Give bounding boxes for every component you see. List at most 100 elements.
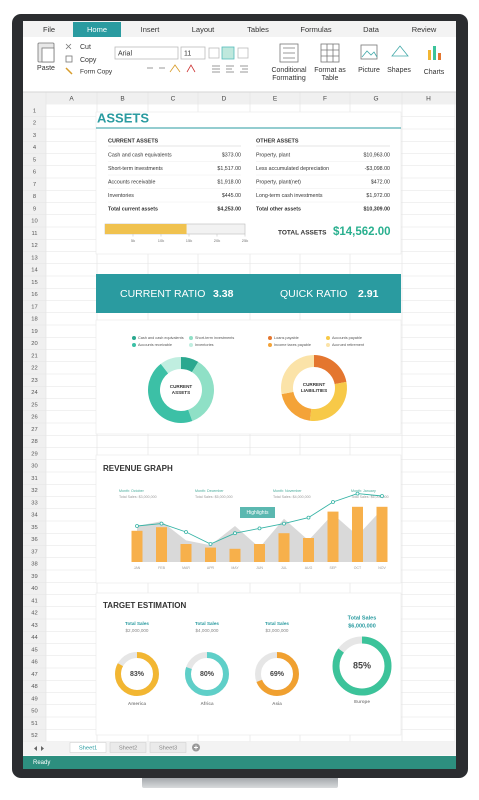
- sheet-tab[interactable]: [69, 742, 107, 753]
- column-header: D: [222, 95, 227, 102]
- dashboard-panel: [95, 319, 402, 435]
- tick-label: 15k: [186, 238, 192, 243]
- ribbon-button[interactable]: Arial: [118, 50, 132, 57]
- ring-value: 80%: [200, 671, 215, 678]
- target-amount: $4,000,000: [196, 628, 219, 633]
- line-point: [282, 521, 286, 526]
- row-number: 17: [31, 304, 37, 310]
- revenue-bar: [376, 506, 388, 562]
- row-number: 35: [31, 525, 37, 531]
- ribbon-tab[interactable]: File: [43, 25, 55, 34]
- table-total: $4,253.00: [217, 206, 241, 212]
- ribbon-button[interactable]: Picture: [358, 67, 380, 74]
- ribbon-button[interactable]: Copy: [80, 57, 97, 64]
- column-header: A: [69, 95, 74, 102]
- annotation: Total Sales: $6,000,000: [351, 495, 389, 499]
- row-number: 45: [31, 647, 37, 653]
- row-number: 37: [31, 549, 37, 555]
- revenue-bar: [131, 530, 143, 562]
- table-cell: Property, plant: [256, 152, 291, 158]
- legend-swatch: [189, 336, 193, 340]
- legend-swatch: [132, 343, 136, 347]
- ribbon-tab[interactable]: Insert: [141, 25, 161, 34]
- table-total: $10,309.00: [363, 206, 390, 212]
- legend-entry: Accounts payable: [332, 336, 362, 340]
- ribbon-tab[interactable]: Review: [412, 25, 437, 34]
- row-number: 6: [33, 170, 36, 176]
- ribbon-tab[interactable]: Formulas: [300, 25, 332, 34]
- row-number: 52: [31, 733, 37, 739]
- donut-label: ASSETS: [172, 390, 190, 395]
- table-cell: $472.00: [371, 179, 390, 185]
- ribbon-button[interactable]: Cut: [80, 44, 91, 51]
- sheet-tab-label[interactable]: Sheet3: [159, 746, 177, 752]
- row-number: 5: [33, 157, 36, 163]
- ribbon-button[interactable]: Shapes: [387, 67, 411, 74]
- ribbon-button[interactable]: Paste: [37, 65, 55, 72]
- ribbon-button[interactable]: Charts: [424, 69, 445, 76]
- annotation: Total Sales: $3,000,000: [119, 495, 157, 499]
- donut-segment: [281, 391, 312, 421]
- ribbon-tab[interactable]: Tables: [247, 25, 269, 34]
- ribbon-button[interactable]: Table: [322, 75, 339, 82]
- ribbon-tab[interactable]: Home: [87, 25, 107, 34]
- row-number: 16: [31, 292, 37, 298]
- target-amount: $2,000,000: [126, 628, 149, 633]
- column-header: F: [323, 95, 327, 102]
- table-cell: $1,918.00: [217, 179, 241, 185]
- column-header: B: [120, 95, 124, 102]
- ring-progress: [185, 652, 229, 696]
- legend-swatch: [268, 336, 272, 340]
- donut-segment: [314, 355, 347, 385]
- sheet-tab-label[interactable]: Sheet1: [79, 746, 97, 752]
- legend-entry: Accounts receivable: [138, 343, 172, 347]
- row-number: 7: [33, 182, 36, 188]
- donut-label: CURRENT: [170, 384, 193, 389]
- table-total: Total other assets: [256, 206, 301, 212]
- row-number: 8: [33, 194, 36, 200]
- tick-label: 10k: [158, 238, 164, 243]
- x-tick-label: AUG: [305, 566, 313, 570]
- line-point: [184, 530, 188, 534]
- line-point: [306, 515, 311, 520]
- annotation: Total Sales: $4,000,000: [273, 495, 311, 499]
- ribbon-tab[interactable]: Layout: [192, 25, 215, 34]
- legend-entry: Loans payable: [274, 336, 299, 340]
- x-tick-label: JUL: [281, 566, 287, 570]
- sheet-tab[interactable]: [109, 742, 147, 753]
- ribbon-button[interactable]: 11: [184, 50, 191, 57]
- monitor-stand: [142, 776, 338, 788]
- ring-progress: [255, 652, 299, 696]
- revenue-bar: [303, 538, 314, 562]
- legend-swatch: [268, 343, 272, 347]
- revenue-bar: [254, 544, 265, 562]
- sheet-tab[interactable]: [149, 742, 187, 753]
- row-number: 22: [31, 366, 37, 372]
- table-cell: -$3,098.00: [365, 166, 390, 172]
- row-number: 50: [31, 709, 37, 715]
- table-heading: OTHER ASSETS: [256, 138, 299, 144]
- annotation: Month: November: [273, 489, 302, 493]
- sheet-tab-label[interactable]: Sheet2: [119, 746, 137, 752]
- donut-segment: [147, 363, 193, 423]
- ribbon-tab[interactable]: Data: [363, 25, 380, 34]
- ribbon-button[interactable]: Conditional: [271, 67, 306, 74]
- row-number: 34: [31, 513, 38, 519]
- ribbon-button[interactable]: Format as: [314, 67, 346, 74]
- target-label: Total Sales: [195, 621, 219, 626]
- table-cell: Less accumulated depreciation: [256, 166, 329, 172]
- row-number: 1: [33, 108, 36, 114]
- tick-label: 20k: [214, 238, 220, 243]
- row-number: 46: [31, 660, 37, 666]
- row-number: 13: [31, 255, 37, 261]
- section-title: TARGET ESTIMATION: [103, 601, 186, 610]
- line-point: [135, 524, 139, 528]
- section-title: REVENUE GRAPH: [103, 464, 173, 473]
- line-point: [380, 494, 384, 498]
- ribbon-button[interactable]: Form Copy: [80, 69, 113, 76]
- row-number: 39: [31, 574, 37, 580]
- row-number: 19: [31, 329, 37, 335]
- ribbon-button[interactable]: Formatting: [272, 75, 306, 82]
- table-cell: Cash and cash equivalents: [108, 152, 172, 158]
- ring-value: 85%: [353, 660, 371, 670]
